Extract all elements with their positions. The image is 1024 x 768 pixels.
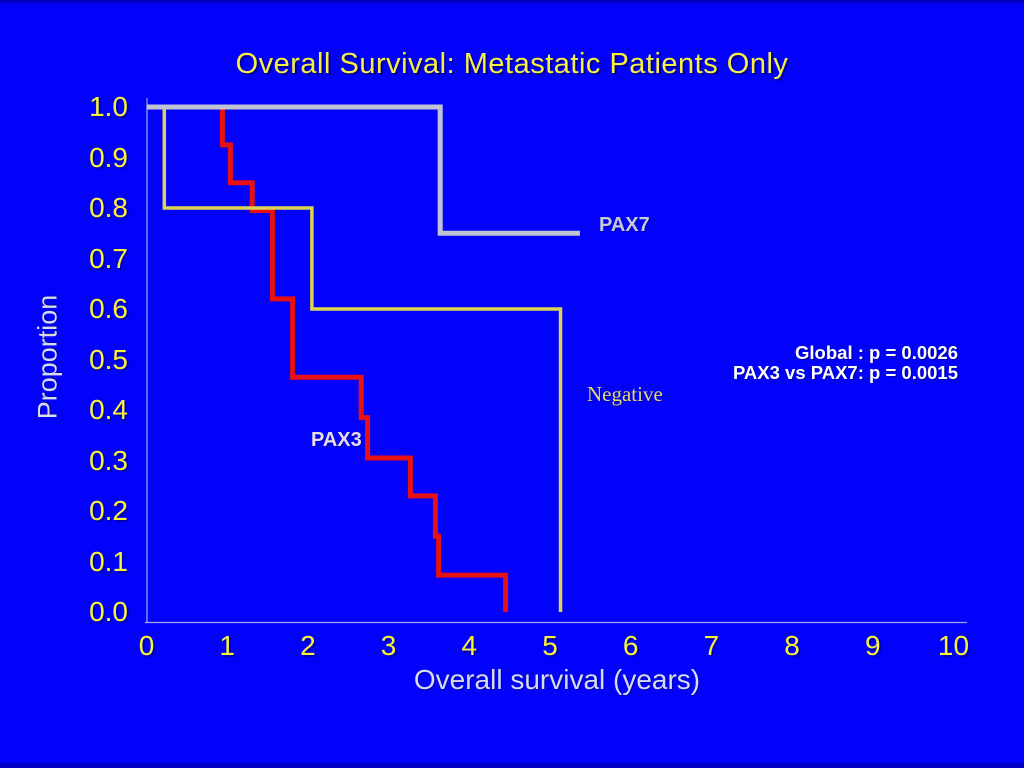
y-tick-label: 0.9 bbox=[89, 141, 128, 173]
series-label-negative: Negative bbox=[587, 382, 663, 406]
global-p-value: Global : p = 0.0026 bbox=[795, 342, 958, 363]
y-tick-label: 0.6 bbox=[89, 293, 128, 324]
y-tick-label: 0.7 bbox=[89, 242, 128, 274]
x-tick-label: 9 bbox=[865, 630, 881, 661]
x-tick-label: 2 bbox=[300, 630, 316, 661]
pairwise-p-value: PAX3 vs PAX7: p = 0.0015 bbox=[732, 361, 958, 383]
y-tick-label: 0.0 bbox=[89, 596, 128, 627]
y-tick-label: 1.0 bbox=[89, 91, 128, 122]
chart-title: Overall Survival: Metastatic Patients On… bbox=[235, 48, 789, 80]
survival-curve-pax3 bbox=[146, 104, 509, 612]
y-tick-label: 0.5 bbox=[89, 343, 128, 375]
p-value-annotations: Global : p = 0.0026 PAX3 vs PAX7: p = 0.… bbox=[733, 343, 958, 382]
x-tick-label: 1 bbox=[219, 630, 235, 661]
x-tick-label: 3 bbox=[380, 630, 397, 661]
survival-curve-pax7 bbox=[146, 104, 580, 236]
y-tick-label: 0.3 bbox=[89, 444, 128, 476]
series-label-pax3: PAX3 bbox=[311, 429, 362, 451]
y-tick-label: 0.4 bbox=[89, 394, 128, 425]
slide-top-border bbox=[0, 0, 1024, 3]
slide-bottom-border bbox=[0, 763, 1024, 768]
x-tick-label: 8 bbox=[784, 630, 800, 661]
survival-curve-negative bbox=[146, 105, 563, 612]
x-tick-label: 0 bbox=[138, 630, 155, 661]
x-tick-label: 4 bbox=[461, 630, 478, 661]
x-tick-label: 5 bbox=[542, 630, 558, 661]
y-tick-label: 0.1 bbox=[89, 545, 128, 577]
y-tick-label: 0.8 bbox=[89, 192, 128, 223]
x-tick-label: 7 bbox=[703, 630, 720, 661]
x-axis-title: Overall survival (years) bbox=[413, 664, 701, 695]
y-tick-label: 0.2 bbox=[89, 495, 128, 526]
x-tick-label: 6 bbox=[622, 630, 639, 661]
x-tick-label: 10 bbox=[937, 630, 970, 661]
series-label-pax7: PAX7 bbox=[599, 214, 650, 236]
